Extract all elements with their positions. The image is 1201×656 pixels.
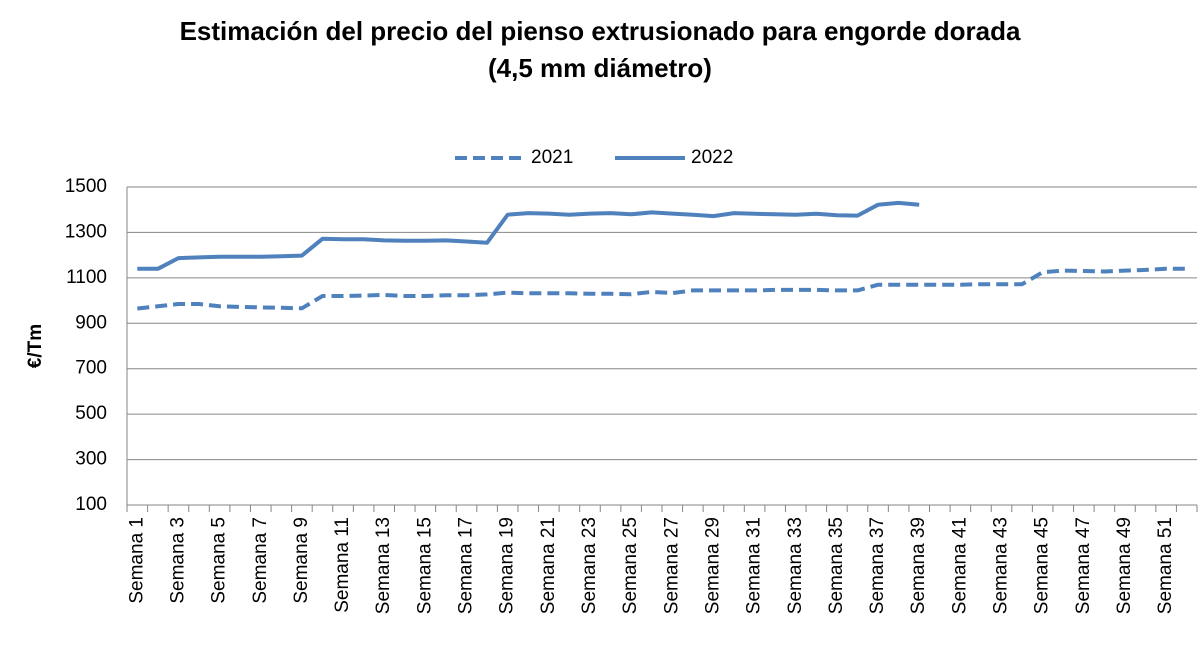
x-tick-label: Semana 37 bbox=[867, 517, 888, 614]
x-tick-label: Semana 3 bbox=[167, 517, 188, 604]
x-tick-label: Semana 27 bbox=[661, 517, 682, 614]
x-tick-label: Semana 21 bbox=[538, 517, 559, 614]
x-tick-label: Semana 13 bbox=[373, 517, 394, 614]
y-tick-label: 300 bbox=[75, 449, 107, 470]
x-tick-label: Semana 47 bbox=[1073, 517, 1094, 614]
x-tick-label: Semana 9 bbox=[291, 517, 312, 604]
y-tick-label: 1100 bbox=[66, 267, 107, 288]
y-tick-label: 700 bbox=[75, 358, 107, 379]
y-tick-label: 1500 bbox=[65, 176, 107, 197]
y-tick-label: 500 bbox=[75, 403, 107, 424]
x-tick-label: Semana 7 bbox=[250, 517, 271, 604]
y-tick-label: 900 bbox=[75, 312, 107, 333]
x-tick-label: Semana 41 bbox=[949, 517, 970, 614]
x-tick-label: Semana 49 bbox=[1114, 517, 1135, 614]
y-tick-label: 1300 bbox=[65, 221, 107, 242]
y-tick-label: 100 bbox=[75, 494, 107, 515]
y-axis-label: €/Tm bbox=[25, 324, 46, 368]
x-tick-label: Semana 1 bbox=[126, 517, 147, 604]
x-tick-label: Semana 11 bbox=[332, 517, 353, 613]
legend-label: 2022 bbox=[691, 147, 733, 168]
x-tick-label: Semana 31 bbox=[744, 517, 765, 614]
x-tick-label: Semana 51 bbox=[1155, 517, 1176, 614]
chart-title: Estimación del precio del pienso extrusi… bbox=[180, 16, 1021, 46]
line-series bbox=[137, 266, 1187, 311]
chart-title: (4,5 mm diámetro) bbox=[488, 53, 712, 83]
x-tick-label: Semana 35 bbox=[826, 517, 847, 614]
x-tick-label: Semana 25 bbox=[620, 517, 641, 614]
x-tick-label: Semana 45 bbox=[1032, 517, 1053, 614]
line-series bbox=[137, 200, 920, 271]
x-tick-label: Semana 19 bbox=[497, 517, 518, 614]
x-tick-label: Semana 33 bbox=[785, 517, 806, 614]
x-tick-label: Semana 43 bbox=[991, 517, 1012, 614]
x-tick-label: Semana 23 bbox=[579, 517, 600, 614]
x-tick-label: Semana 15 bbox=[414, 517, 435, 614]
legend-label: 2021 bbox=[531, 147, 573, 168]
x-tick-label: Semana 17 bbox=[456, 517, 477, 614]
x-tick-label: Semana 29 bbox=[702, 517, 723, 614]
x-tick-label: Semana 39 bbox=[908, 517, 929, 614]
x-tick-label: Semana 5 bbox=[209, 517, 230, 604]
